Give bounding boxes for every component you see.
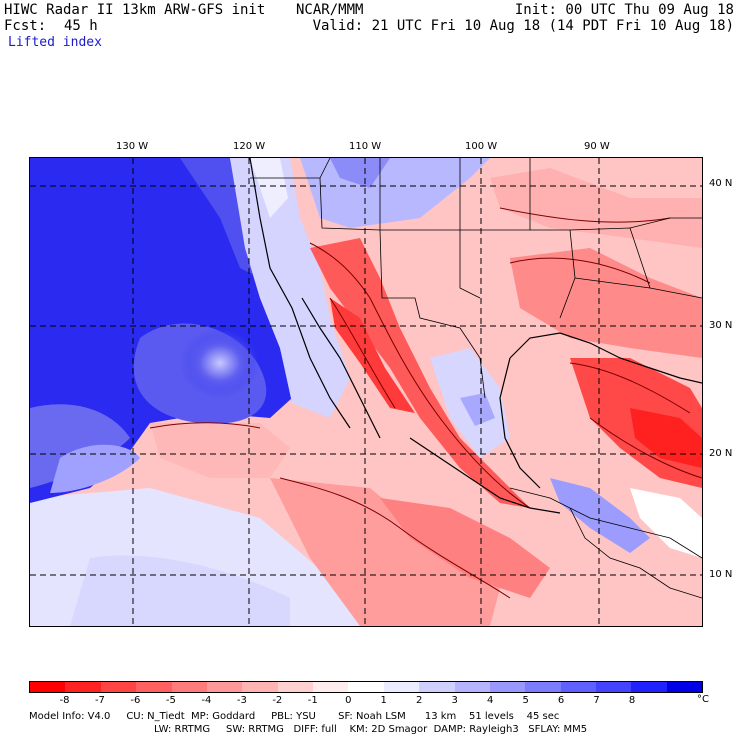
colorbar-swatch [560,682,596,692]
org-label: NCAR/MMM [296,2,364,18]
colorbar [29,681,703,693]
lat-label: 20 N [709,448,733,459]
lat-label: 30 N [709,320,733,331]
colorbar-swatch [348,682,384,692]
lat-label: 40 N [709,178,733,189]
colorbar-swatch [277,682,313,692]
colorbar-tick-label: 5 [522,695,529,706]
fcst-value: 45 h [64,18,98,34]
model-info-line1: Model Info: V4.0 CU: N_Tiedt MP: Goddard… [29,711,560,722]
lon-label: 110 W [349,141,382,152]
colorbar-swatch [313,682,349,692]
field-name: Lifted index [8,35,102,50]
colorbar-unit: °C [697,694,709,705]
colorbar-swatch [383,682,420,692]
colorbar-swatch [525,682,561,692]
colorbar-tick-label: -5 [165,695,176,706]
colorbar-swatch [596,682,632,692]
model-title: HIWC Radar II 13km ARW-GFS init [4,2,266,18]
colorbar-tick-label: 6 [557,695,565,706]
colorbar-tick-label: 7 [593,695,600,706]
colorbar-swatch [631,682,667,692]
colorbar-tick-label: -8 [59,695,70,706]
colorbar-swatch [454,682,490,692]
colorbar-swatch [136,682,172,692]
lon-label: 90 W [584,141,610,152]
model-info-line2: LW: RRTMG SW: RRTMG DIFF: full KM: 2D Sm… [154,724,588,735]
lon-label: 100 W [465,141,498,152]
fcst-label: Fcst: [4,18,47,34]
colorbar-tick-label: 1 [380,695,387,706]
colorbar-tick-label: 2 [416,695,423,706]
colorbar-swatch [171,682,207,692]
colorbar-swatch [30,682,66,692]
colorbar-swatch [419,682,455,692]
lon-label: 120 W [233,141,266,152]
colorbar-tick-label: -6 [130,695,141,706]
colorbar-tick-label: 4 [486,695,494,706]
colorbar-swatch [666,682,703,692]
colorbar-swatch [489,682,526,692]
colorbar-tick-label: -1 [307,695,318,706]
colorbar-tick-label: -7 [94,695,105,706]
colorbar-tick-label: -2 [272,695,283,706]
colorbar-tick-label: -3 [236,695,247,706]
colorbar-tick-label: 8 [628,695,636,706]
colorbar-swatch [206,682,243,692]
unstable-mexico-region [310,238,530,508]
lifted-index-map [29,157,703,627]
colorbar-tick-label: -4 [201,695,212,706]
colorbar-swatch [65,682,101,692]
lat-label: 10 N [709,569,733,580]
lon-label: 130 W [116,141,149,152]
colorbar-swatch [242,682,278,692]
init-time: Init: 00 UTC Thu 09 Aug 18 [514,2,734,18]
colorbar-swatch [100,682,137,692]
colorbar-tick-label: 0 [345,695,352,706]
colorbar-tick-label: 3 [451,695,458,706]
valid-time: Valid: 21 UTC Fri 10 Aug 18 (14 PDT Fri … [312,18,734,34]
